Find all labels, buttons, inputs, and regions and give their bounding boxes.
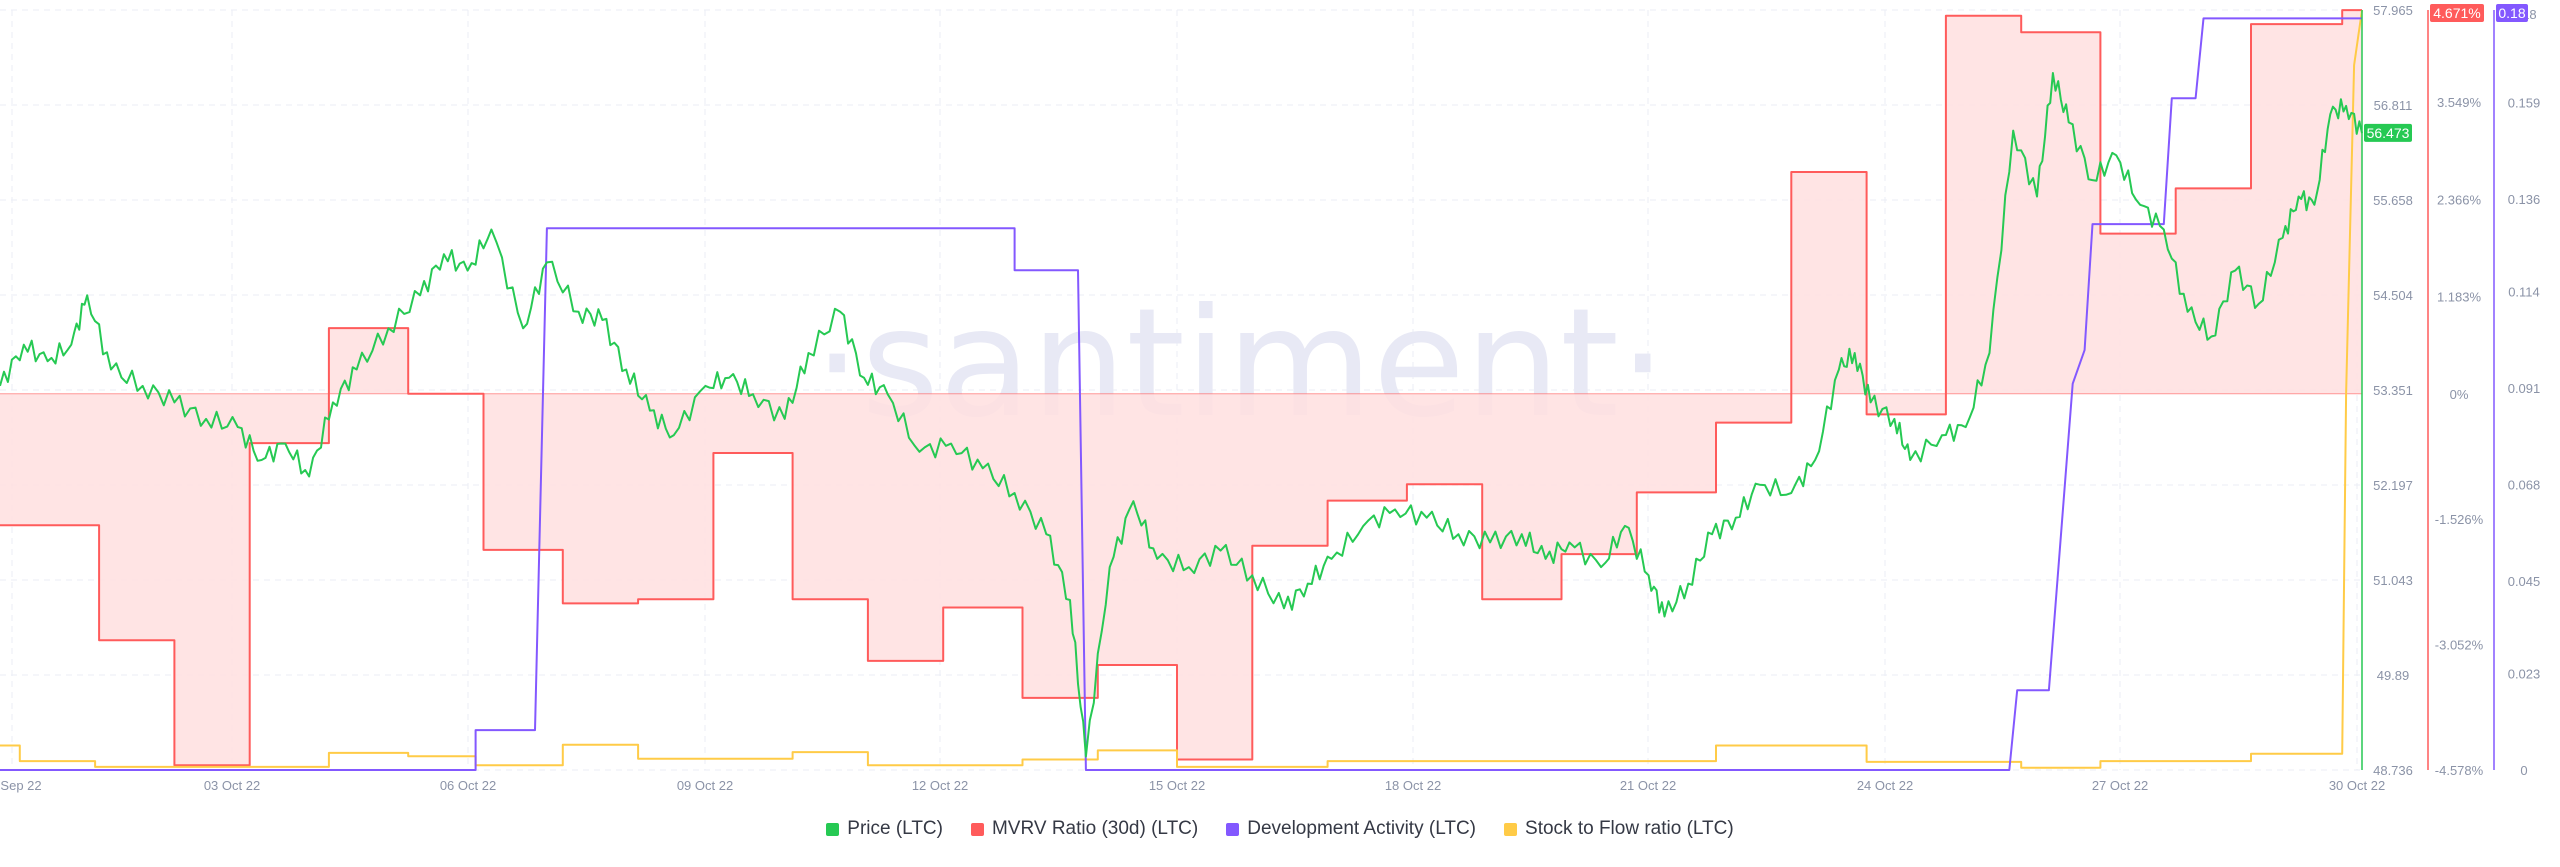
mvrv-line xyxy=(0,9,2362,767)
legend-item-stock-to-flow[interactable]: Stock to Flow ratio (LTC) xyxy=(1504,818,1734,840)
series-layer xyxy=(0,9,2363,771)
mvrv-tick-label: -3.052% xyxy=(2435,638,2484,653)
mvrv-area xyxy=(0,10,2362,766)
legend-label-price: Price (LTC) xyxy=(847,818,943,839)
stock-to-flow-line xyxy=(0,9,2363,769)
mvrv-tick-label: 3.549% xyxy=(2437,95,2482,110)
dev-tick-label: 0.114 xyxy=(2508,284,2540,299)
dev-tick-label: 0.091 xyxy=(2508,381,2541,396)
x-tick-label: 27 Oct 22 xyxy=(2092,778,2148,793)
dev-tick-label: 0.068 xyxy=(2508,477,2541,492)
dev-activity-line xyxy=(0,17,2362,771)
legend-label-stock-to-flow: Stock to Flow ratio (LTC) xyxy=(1525,818,1734,839)
legend-item-mvrv[interactable]: MVRV Ratio (30d) (LTC) xyxy=(970,818,1199,840)
dev-tick-label: 0.045 xyxy=(2508,574,2541,589)
mvrv-tick-label: 2.366% xyxy=(2437,192,2482,207)
mvrv-current-badge-bg xyxy=(2430,4,2484,22)
price-tick-label: 48.736 xyxy=(2373,763,2413,778)
x-tick-label: 03 Oct 22 xyxy=(204,778,260,793)
x-tick-label: 12 Oct 22 xyxy=(912,778,968,793)
mvrv-tick-label: 0% xyxy=(2450,387,2469,402)
x-tick-label: 15 Oct 22 xyxy=(1149,778,1205,793)
x-tick-label: 21 Oct 22 xyxy=(1620,778,1676,793)
axes: 29 Sep 22 03 Oct 22 06 Oct 22 09 Oct 22 12 O… xyxy=(0,3,2540,793)
price-current-badge-bg xyxy=(2364,123,2412,142)
x-tick-label: 06 Oct 22 xyxy=(440,778,496,793)
x-tick-label: 29 Sep 22 xyxy=(0,778,42,793)
legend-swatch-mvrv xyxy=(970,822,984,836)
dev-current-badge-text: 0.18 xyxy=(2498,5,2525,21)
price-tick-label: 57.965 xyxy=(2373,3,2413,18)
dev-tick-label: 0.159 xyxy=(2508,95,2541,110)
price-tick-label: 52.197 xyxy=(2373,478,2413,493)
x-tick-label: 18 Oct 22 xyxy=(1385,778,1441,793)
legend-swatch-stock-to-flow xyxy=(1504,822,1518,836)
legend-swatch-price xyxy=(826,822,840,836)
x-tick-label: 09 Oct 22 xyxy=(677,778,733,793)
legend-label-dev-activity: Development Activity (LTC) xyxy=(1247,818,1477,839)
mvrv-current-badge-text: 4.671% xyxy=(2433,5,2480,21)
dev-current-badge-bg xyxy=(2496,4,2528,22)
price-tick-label: 53.351 xyxy=(2373,383,2413,398)
mvrv-tick-label: -1.526% xyxy=(2435,512,2484,527)
dev-current-badge: 0.18 xyxy=(2496,4,2528,22)
legend-label-mvrv: MVRV Ratio (30d) (LTC) xyxy=(991,818,1199,839)
dev-tick-label: 0.136 xyxy=(2508,192,2541,207)
legend-item-dev-activity[interactable]: Development Activity (LTC) xyxy=(1226,818,1476,840)
legend: Price (LTC) MVRV Ratio (30d) (LTC) Devel… xyxy=(0,818,2560,840)
price-tick-label: 51.043 xyxy=(2373,573,2413,588)
mvrv-tick-label: -4.578% xyxy=(2435,763,2484,778)
price-tick-label: 55.658 xyxy=(2373,193,2413,208)
mvrv-current-badge: 4.671% xyxy=(2430,4,2484,22)
dev-tick-label: 0 xyxy=(2520,763,2527,778)
legend-item-price[interactable]: Price (LTC) xyxy=(826,818,943,840)
dev-tick-label: 0.023 xyxy=(2508,666,2541,681)
x-tick-label: 30 Oct 22 xyxy=(2329,778,2385,793)
price-tick-label: 49.89 xyxy=(2377,668,2410,683)
price-line xyxy=(0,72,2363,758)
price-tick-label: 56.811 xyxy=(2374,98,2413,113)
price-current-badge-text: 56.473 xyxy=(2367,125,2410,141)
price-tick-label: 54.504 xyxy=(2373,288,2413,303)
mvrv-tick-label: 1.183% xyxy=(2437,290,2482,305)
x-tick-label: 24 Oct 22 xyxy=(1857,778,1913,793)
price-current-badge: 56.473 xyxy=(2364,123,2412,142)
legend-swatch-dev-activity xyxy=(1226,822,1240,836)
